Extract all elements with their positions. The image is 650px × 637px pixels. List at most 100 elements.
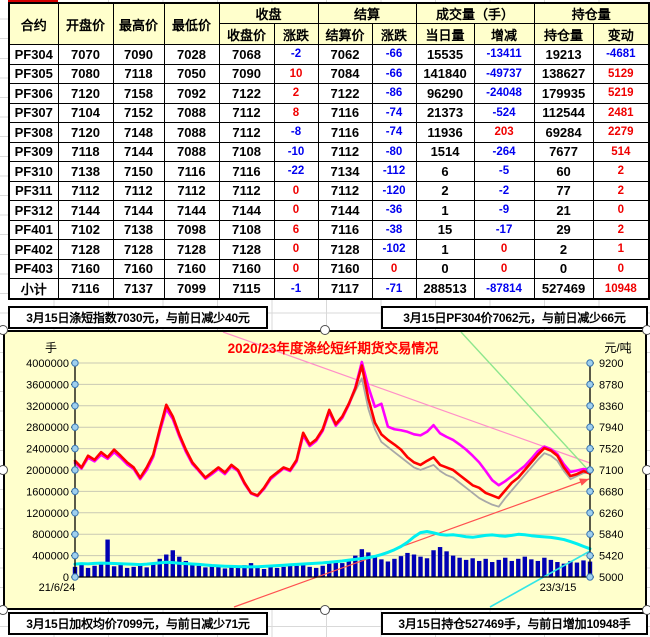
cell-vol[interactable]: 1 bbox=[415, 200, 475, 221]
cell-close[interactable]: 7108 bbox=[218, 141, 275, 162]
cell-low[interactable]: 7144 bbox=[163, 200, 220, 221]
cell-contract[interactable]: PF312 bbox=[8, 200, 59, 221]
cell-chg[interactable]: 6 bbox=[273, 219, 319, 240]
selection-handle[interactable] bbox=[0, 465, 8, 475]
cell-chg[interactable]: 0 bbox=[273, 258, 319, 279]
cell-ochg[interactable]: 514 bbox=[592, 141, 650, 162]
cell-schg[interactable]: -71 bbox=[371, 278, 417, 300]
cell-oi[interactable]: 527469 bbox=[533, 278, 594, 300]
cell-settle[interactable]: 7116 bbox=[317, 219, 373, 240]
col-low[interactable]: 最低价 bbox=[163, 2, 220, 45]
cell-oi[interactable]: 7677 bbox=[533, 141, 594, 162]
cell-ochg[interactable]: 5219 bbox=[592, 83, 650, 104]
selection-handle[interactable] bbox=[0, 605, 8, 615]
cell-ochg[interactable]: 10948 bbox=[592, 278, 650, 300]
cell-vol[interactable]: 1514 bbox=[415, 141, 475, 162]
cell-ochg[interactable]: 1 bbox=[592, 239, 650, 260]
cell-ochg[interactable]: 2 bbox=[592, 161, 650, 182]
cell-close[interactable]: 7108 bbox=[218, 219, 275, 240]
cell-schg[interactable]: -102 bbox=[371, 239, 417, 260]
cell-chg[interactable]: 10 bbox=[273, 63, 319, 84]
cell-settle[interactable]: 7084 bbox=[317, 63, 373, 84]
cell-open[interactable]: 7144 bbox=[57, 200, 114, 221]
cell-high[interactable]: 7150 bbox=[112, 161, 165, 182]
cell-close[interactable]: 7112 bbox=[218, 122, 275, 143]
cell-oi[interactable]: 60 bbox=[533, 161, 594, 182]
selection-handle[interactable] bbox=[320, 325, 330, 335]
cell-chg[interactable]: 0 bbox=[273, 180, 319, 201]
cell-schg[interactable]: -38 bbox=[371, 219, 417, 240]
cell-contract[interactable]: 小计 bbox=[8, 278, 59, 300]
cell-low[interactable]: 7088 bbox=[163, 102, 220, 123]
cell-open[interactable]: 7138 bbox=[57, 161, 114, 182]
cell-chg[interactable]: -10 bbox=[273, 141, 319, 162]
cell-close[interactable]: 7116 bbox=[218, 161, 275, 182]
cell-high[interactable]: 7112 bbox=[112, 180, 165, 201]
cell-high[interactable]: 7137 bbox=[112, 278, 165, 300]
cell-settle[interactable]: 7128 bbox=[317, 239, 373, 260]
cell-ochg[interactable]: 0 bbox=[592, 258, 650, 279]
cell-ochg[interactable]: 0 bbox=[592, 200, 650, 221]
cell-vchg[interactable]: -5 bbox=[473, 161, 535, 182]
cell-open[interactable]: 7116 bbox=[57, 278, 114, 300]
cell-open[interactable]: 7112 bbox=[57, 180, 114, 201]
cell-close[interactable]: 7090 bbox=[218, 63, 275, 84]
cell-settle[interactable]: 7144 bbox=[317, 200, 373, 221]
cell-low[interactable]: 7128 bbox=[163, 239, 220, 260]
banner-pf304-price[interactable]: 3月15日PF304价7062元，与前日减少66元 bbox=[381, 306, 648, 329]
cell-open[interactable]: 7120 bbox=[57, 122, 114, 143]
col-settle[interactable]: 结算价 bbox=[317, 23, 373, 45]
cell-schg[interactable]: -74 bbox=[371, 102, 417, 123]
selection-handle[interactable] bbox=[0, 325, 8, 335]
cell-chg[interactable]: -2 bbox=[273, 44, 319, 65]
col-high[interactable]: 最高价 bbox=[112, 2, 165, 45]
cell-high[interactable]: 7160 bbox=[112, 258, 165, 279]
cell-oi[interactable]: 29 bbox=[533, 219, 594, 240]
cell-schg[interactable]: -80 bbox=[371, 141, 417, 162]
banner-index-price[interactable]: 3月15日涤短指数7030元，与前日减少40元 bbox=[8, 306, 268, 329]
cell-ochg[interactable]: 2481 bbox=[592, 102, 650, 123]
selection-handle[interactable] bbox=[320, 605, 330, 615]
selection-handle[interactable] bbox=[642, 605, 650, 615]
cell-high[interactable]: 7144 bbox=[112, 200, 165, 221]
cell-high[interactable]: 7144 bbox=[112, 141, 165, 162]
cell-chg[interactable]: 0 bbox=[273, 200, 319, 221]
cell-oi[interactable]: 179935 bbox=[533, 83, 594, 104]
cell-low[interactable]: 7028 bbox=[163, 44, 220, 65]
cell-oi[interactable]: 77 bbox=[533, 180, 594, 201]
cell-vchg[interactable]: 0 bbox=[473, 239, 535, 260]
cell-vol[interactable]: 11936 bbox=[415, 122, 475, 143]
cell-oi[interactable]: 19213 bbox=[533, 44, 594, 65]
col-contract[interactable]: 合约 bbox=[8, 2, 59, 45]
cell-close[interactable]: 7128 bbox=[218, 239, 275, 260]
cell-settle[interactable]: 7134 bbox=[317, 161, 373, 182]
cell-open[interactable]: 7104 bbox=[57, 102, 114, 123]
cell-oi[interactable]: 2 bbox=[533, 239, 594, 260]
cell-settle[interactable]: 7116 bbox=[317, 102, 373, 123]
cell-vchg[interactable]: -17 bbox=[473, 219, 535, 240]
cell-vol[interactable]: 15 bbox=[415, 219, 475, 240]
col-settle-change[interactable]: 涨跌 bbox=[371, 23, 417, 45]
col-volume-change[interactable]: 增减 bbox=[473, 23, 535, 45]
cell-contract[interactable]: PF402 bbox=[8, 239, 59, 260]
cell-close[interactable]: 7112 bbox=[218, 102, 275, 123]
cell-high[interactable]: 7148 bbox=[112, 122, 165, 143]
cell-chg[interactable]: 2 bbox=[273, 83, 319, 104]
cell-vchg[interactable]: -2 bbox=[473, 180, 535, 201]
selection-handle[interactable] bbox=[642, 325, 650, 335]
cell-settle[interactable]: 7112 bbox=[317, 180, 373, 201]
cell-settle[interactable]: 7160 bbox=[317, 258, 373, 279]
cell-chg[interactable]: 0 bbox=[273, 239, 319, 260]
cell-schg[interactable]: -66 bbox=[371, 44, 417, 65]
cell-high[interactable]: 7158 bbox=[112, 83, 165, 104]
cell-contract[interactable]: PF305 bbox=[8, 63, 59, 84]
cell-vol[interactable]: 288513 bbox=[415, 278, 475, 300]
cell-vchg[interactable]: -24048 bbox=[473, 83, 535, 104]
cell-contract[interactable]: PF403 bbox=[8, 258, 59, 279]
cell-settle[interactable]: 7112 bbox=[317, 141, 373, 162]
cell-vchg[interactable]: -524 bbox=[473, 102, 535, 123]
cell-ochg[interactable]: 2279 bbox=[592, 122, 650, 143]
cell-ochg[interactable]: 2 bbox=[592, 219, 650, 240]
cell-vchg[interactable]: -49737 bbox=[473, 63, 535, 84]
cell-oi[interactable]: 138627 bbox=[533, 63, 594, 84]
